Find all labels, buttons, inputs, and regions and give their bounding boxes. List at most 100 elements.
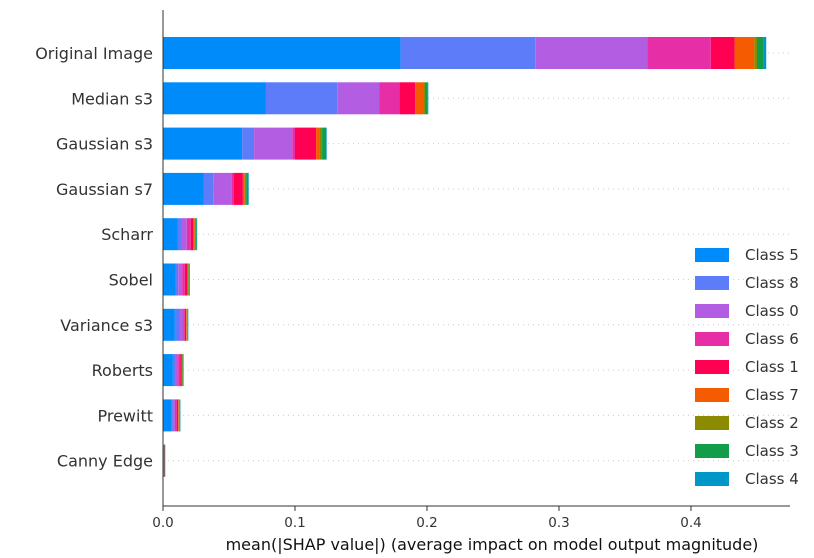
x-tick-label: 0.4 <box>680 515 701 531</box>
bar-segment <box>427 82 429 115</box>
bar-segment <box>415 82 424 115</box>
bar-segment <box>187 308 188 341</box>
y-axis-label: Sobel <box>109 271 153 290</box>
bar-segment <box>174 308 180 341</box>
bar-segment <box>535 37 648 69</box>
bar-segment <box>400 37 536 69</box>
bar-segment <box>178 399 179 432</box>
y-axis-label: Gaussian s3 <box>56 135 153 154</box>
bar-segment <box>184 308 187 341</box>
bar-segment <box>163 444 165 477</box>
y-axis-label: Roberts <box>92 361 153 380</box>
bars <box>163 37 767 477</box>
bar-segment <box>242 127 255 160</box>
x-axis-label: mean(|SHAP value|) (average impact on mo… <box>226 535 759 554</box>
legend-swatch <box>695 304 729 318</box>
legend-swatch <box>695 332 729 346</box>
legend-label: Class 7 <box>745 386 799 404</box>
y-axis-label: Prewitt <box>97 406 153 425</box>
legend-label: Class 2 <box>745 414 799 432</box>
bar-segment <box>399 82 416 115</box>
bar-segment <box>189 263 190 296</box>
legend-swatch <box>695 416 729 430</box>
bar-segment <box>177 218 182 251</box>
legend-label: Class 3 <box>745 442 799 460</box>
y-axis-labels: Original Image Median s3 Gaussian s3 Gaussi… <box>35 44 153 471</box>
bar-segment <box>163 218 178 251</box>
bar-segment <box>182 263 185 296</box>
bar-segment <box>195 218 197 251</box>
bar-segment <box>163 82 266 115</box>
bar-segment <box>231 172 234 205</box>
bar-segment <box>178 354 181 387</box>
legend-label: Class 6 <box>745 330 799 348</box>
x-tick-label: 0.0 <box>152 515 173 531</box>
bar-segment <box>187 308 189 341</box>
bar-segment <box>164 444 166 477</box>
x-tick-label: 0.3 <box>548 515 569 531</box>
bar-segment <box>163 444 164 477</box>
bar-segment <box>319 127 323 160</box>
y-axis-label: Canny Edge <box>57 452 153 471</box>
y-axis-label: Original Image <box>35 44 153 63</box>
bar-segment <box>163 308 175 341</box>
bar-segment <box>423 82 426 115</box>
bar-segment <box>179 308 184 341</box>
bar-segment <box>163 399 172 432</box>
bar-segment <box>179 399 181 432</box>
legend-swatch <box>695 360 729 374</box>
bar-segment <box>178 263 183 296</box>
bar-segment <box>175 354 179 387</box>
legend-label: Class 1 <box>745 358 799 376</box>
legend-label: Class 5 <box>745 246 799 264</box>
bar-segment <box>174 399 177 432</box>
bar-segment <box>183 354 184 387</box>
y-axis-label: Scharr <box>101 225 153 244</box>
bar-segment <box>246 172 249 205</box>
bar-segment <box>242 172 245 205</box>
bar-segment <box>181 218 187 251</box>
y-axis-label: Gaussian s7 <box>56 180 153 199</box>
bar-segment <box>754 37 757 69</box>
legend-swatch <box>695 248 729 262</box>
legend-label: Class 4 <box>745 470 799 488</box>
bar-segment <box>181 354 183 387</box>
bar-segment <box>196 218 198 251</box>
bar-segment <box>180 354 182 387</box>
x-tick-label: 0.2 <box>416 515 437 531</box>
bar-segment <box>248 172 249 205</box>
legend-swatch <box>695 444 729 458</box>
bar-segment <box>647 37 711 69</box>
bar-segment <box>190 218 194 251</box>
bar-segment <box>194 218 196 251</box>
bar-segment <box>179 399 180 432</box>
bar-segment <box>176 399 179 432</box>
bar-segment <box>188 263 190 296</box>
bar-segment <box>757 37 764 69</box>
bar-segment <box>337 82 380 115</box>
bar-segment <box>163 263 176 296</box>
bar-segment <box>213 172 232 205</box>
legend-label: Class 8 <box>745 274 799 292</box>
bar-segment <box>316 127 320 160</box>
bar-segment <box>734 37 755 69</box>
bar-segment <box>295 127 317 160</box>
bar-segment <box>425 82 428 115</box>
bar-segment <box>244 172 247 205</box>
bar-segment <box>379 82 400 115</box>
bar-segment <box>322 127 327 160</box>
bar-segment <box>186 218 191 251</box>
bar-segment <box>163 444 165 477</box>
bar-segment <box>254 127 293 160</box>
bar-segment <box>163 127 243 160</box>
bar-segment <box>184 263 188 296</box>
bar-segment <box>171 399 173 432</box>
legend-swatch <box>695 276 729 290</box>
bar-segment <box>172 399 175 432</box>
bar-segment <box>163 354 173 387</box>
x-axis-ticks: 0.0 0.1 0.2 0.3 0.4 <box>152 506 702 531</box>
bar-segment <box>178 399 180 432</box>
bar-segment <box>265 82 338 115</box>
bar-segment <box>186 308 188 341</box>
